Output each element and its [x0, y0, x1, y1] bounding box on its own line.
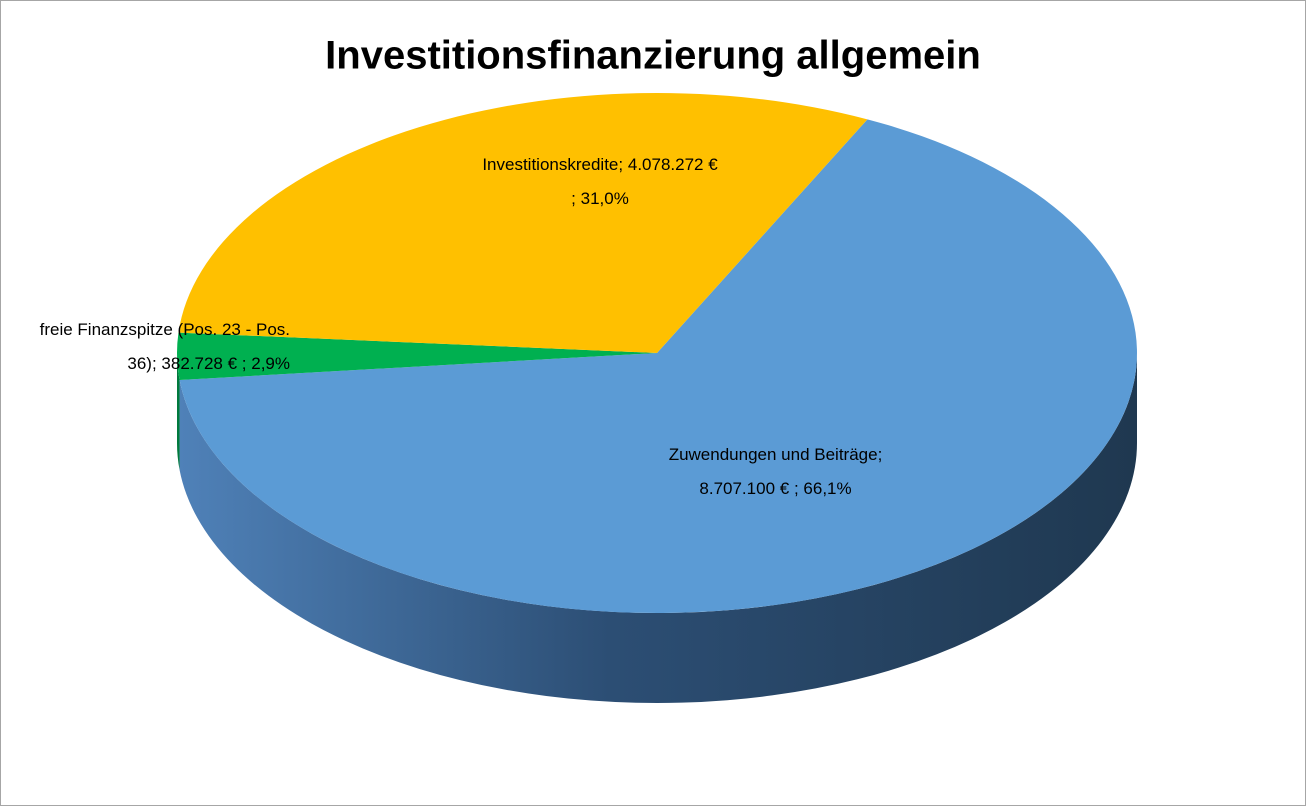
label-separator: ;	[571, 189, 576, 208]
label-percent: 66,1%	[803, 479, 852, 498]
slice-side	[177, 353, 180, 470]
label-value: 4.078.272 €	[627, 155, 718, 174]
label-value: 382.728 €	[161, 354, 238, 373]
data-label: Investitionskredite; 4.078.272 € ; 31,0%	[480, 148, 720, 216]
chart-title: Investitionsfinanzierung allgemein	[325, 34, 981, 78]
data-label: Zuwendungen und Beiträge; 8.707.100 € ; …	[663, 438, 888, 506]
data-label: freie Finanzspitze (Pos. 23 - Pos. 36); …	[14, 313, 290, 381]
label-percent: 31,0%	[580, 189, 629, 208]
label-separator: ;	[793, 479, 799, 498]
slice	[179, 119, 1138, 613]
label-percent: 2,9%	[251, 354, 290, 373]
slice-side	[179, 353, 1138, 704]
label-category: Zuwendungen und Beiträge	[668, 445, 878, 464]
label-value: 8.707.100 €	[699, 479, 790, 498]
label-category: freie Finanzspitze (Pos. 23 - Pos. 36)	[39, 320, 290, 373]
label-separator: ;	[241, 354, 247, 373]
label-separator: ;	[618, 155, 624, 174]
slice	[177, 332, 657, 380]
label-separator: ;	[877, 445, 883, 464]
label-category: Investitionskredite	[482, 155, 619, 174]
slice	[178, 92, 868, 354]
label-separator: ;	[151, 354, 157, 373]
